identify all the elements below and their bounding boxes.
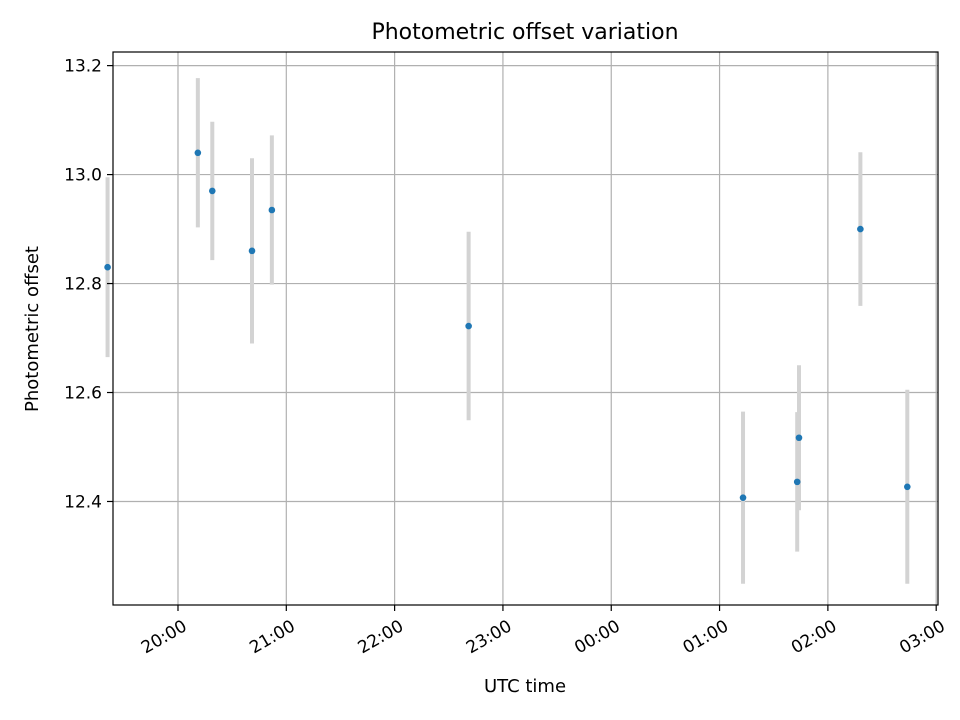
data-point — [104, 263, 111, 271]
data-point — [857, 225, 864, 233]
data-point — [208, 187, 216, 195]
data-point — [739, 494, 747, 501]
y-axis-ticks: 12.4 12.6 12.8 13.0 13.2 — [64, 57, 113, 512]
y-tick-label: 12.6 — [64, 384, 102, 404]
data-point — [268, 206, 276, 214]
y-tick-label: 13.0 — [64, 166, 102, 186]
plot-frame — [112, 51, 939, 606]
y-tick-label: 13.2 — [64, 57, 102, 77]
data-points — [104, 149, 911, 501]
data-point — [465, 322, 472, 330]
data-point — [194, 149, 202, 157]
data-point — [904, 483, 911, 491]
y-tick-label: 12.4 — [64, 492, 102, 512]
x-axis-label: UTC time — [484, 676, 566, 697]
y-tick-label: 12.8 — [64, 275, 102, 295]
data-point — [248, 247, 256, 255]
chart-title: Photometric offset variation — [371, 20, 678, 45]
data-point — [793, 478, 801, 486]
data-point — [795, 434, 803, 442]
y-axis-label: Photometric offset — [22, 246, 43, 412]
